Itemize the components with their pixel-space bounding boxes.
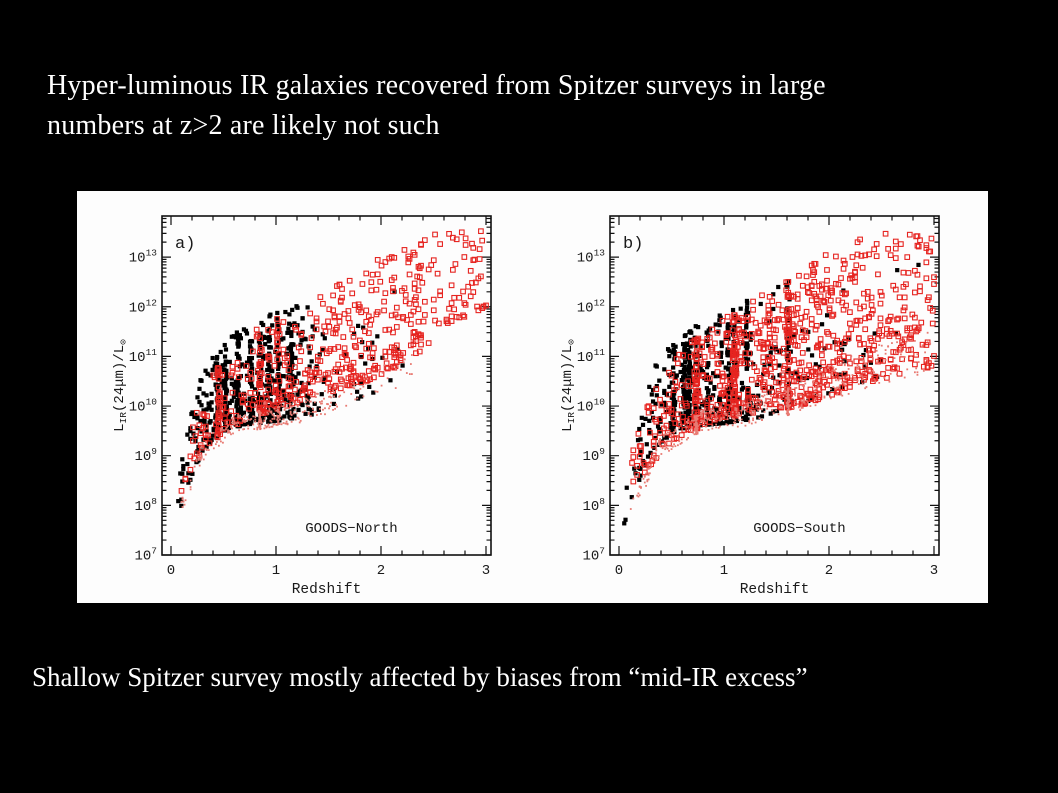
x-axis-label: Redshift	[740, 582, 810, 598]
x-tick-label: 2	[825, 563, 833, 579]
panel-label: b)	[623, 235, 643, 254]
y-tick-label: 1011	[577, 347, 606, 366]
y-tick-label: 109	[582, 446, 605, 465]
y-tick-label: 1012	[129, 297, 158, 316]
y-tick-label: 108	[582, 496, 605, 515]
y-tick-label: 108	[134, 496, 157, 515]
series-open-square	[629, 230, 937, 485]
slide-title-line2: numbers at z>2 are likely not such	[47, 110, 440, 141]
x-tick-label: 0	[615, 563, 623, 579]
field-label: GOODS−South	[753, 521, 845, 537]
y-tick-label: 1012	[577, 297, 606, 316]
series-open-square	[178, 228, 489, 494]
series-dot	[180, 354, 413, 508]
x-tick-label: 1	[272, 563, 280, 579]
y-axis-label: LIR(24μm)/L⊙	[560, 339, 577, 432]
figure-panel: 107 108 109 1010 1011 1012 1013 0 1 2 3 Redshift LIR…	[77, 191, 988, 603]
slide-title-line1: Hyper-luminous IR galaxies recovered fro…	[47, 70, 826, 101]
y-axis-label: LIR(24μm)/L⊙	[112, 339, 129, 432]
x-tick-label: 0	[167, 563, 175, 579]
x-tick-label: 2	[377, 563, 385, 579]
field-label: GOODS−North	[305, 521, 397, 537]
goods-north-plot: 107 108 109 1010 1011 1012 1013 0 1 2 3 Redshift LIR…	[112, 215, 492, 598]
y-tick-label: 1010	[577, 397, 606, 416]
y-tick-label: 109	[134, 446, 157, 465]
y-tick-label: 1011	[129, 347, 158, 366]
slide-caption: Shallow Spitzer survey mostly affected b…	[32, 662, 808, 692]
axis-ticks	[162, 216, 491, 556]
y-tick-label: 107	[134, 546, 157, 565]
plot-frame	[609, 215, 940, 556]
y-tick-label: 107	[582, 546, 605, 565]
axis-ticks	[610, 216, 939, 556]
y-tick-label: 1013	[577, 248, 606, 267]
goods-south-plot: 107 108 109 1010 1011 1012 1013 0 1 2 3 Redshift LIR…	[560, 215, 940, 598]
x-axis-label: Redshift	[292, 582, 362, 598]
y-tick-label: 1010	[129, 397, 158, 416]
plot-frame	[161, 215, 492, 556]
panel-label: a)	[175, 235, 195, 254]
x-tick-label: 3	[482, 563, 490, 579]
x-tick-label: 3	[930, 563, 938, 579]
series-dot	[629, 331, 932, 510]
x-tick-label: 1	[720, 563, 728, 579]
scatter-plots-figure: 107 108 109 1010 1011 1012 1013 0 1 2 3 Redshift LIR…	[112, 215, 940, 598]
slide-title: Hyper-luminous IR galaxies recovered fro…	[47, 66, 826, 146]
y-tick-label: 1013	[129, 248, 158, 267]
